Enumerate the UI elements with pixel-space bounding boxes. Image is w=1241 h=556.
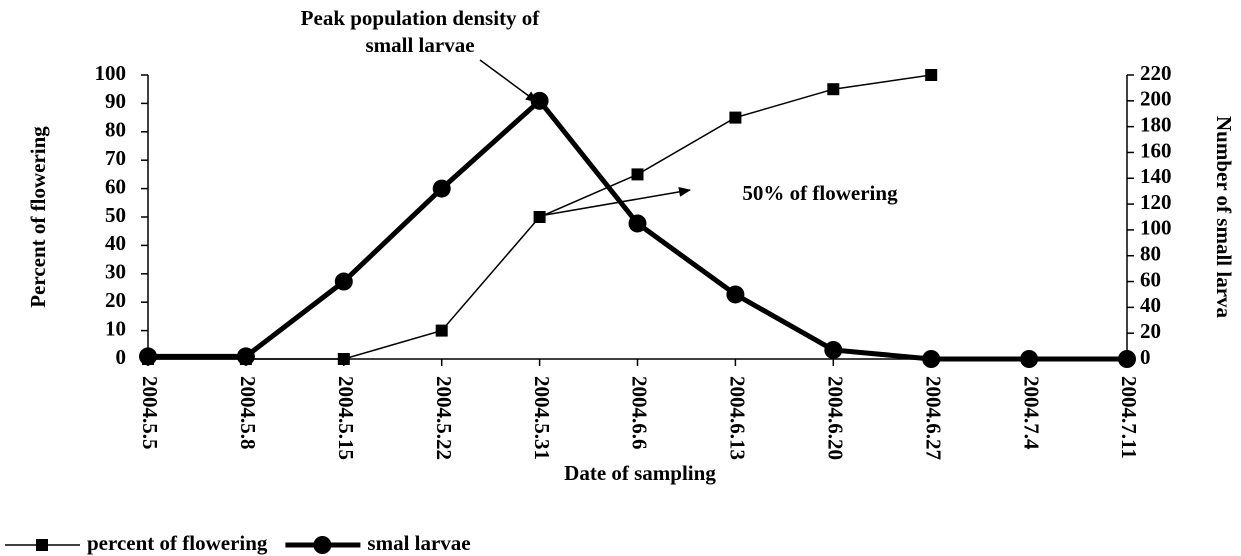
x-tick-label: 2004.5.22 xyxy=(432,376,456,460)
y2-tick-label: 140 xyxy=(1140,164,1172,188)
annotation-arrow xyxy=(544,186,691,216)
point xyxy=(334,272,353,291)
y2-tick-label: 220 xyxy=(1140,61,1172,85)
y2-tick-label: 20 xyxy=(1140,319,1161,343)
y2-tick-label: 80 xyxy=(1140,242,1161,266)
y2-tick-label: 180 xyxy=(1140,112,1172,136)
point xyxy=(435,324,448,337)
y2-tick-label: 200 xyxy=(1140,87,1172,111)
y2-tick-label: 40 xyxy=(1140,293,1161,317)
legend-label: percent of flowering xyxy=(87,531,268,555)
annotation: Peak population density of xyxy=(301,6,541,30)
x-tick-label: 2004.6.6 xyxy=(628,376,652,450)
x-axis-title: Date of sampling xyxy=(564,461,716,485)
y-tick-label: 60 xyxy=(105,174,126,198)
x-tick-label: 2004.7.11 xyxy=(1117,376,1141,459)
y2-tick-label: 120 xyxy=(1140,190,1172,214)
y-tick-label: 90 xyxy=(105,89,126,113)
annotation: small larvae xyxy=(365,33,474,57)
point xyxy=(432,179,451,198)
legend-marker xyxy=(36,539,48,551)
legend-label: smal larvae xyxy=(367,531,470,555)
x-tick-label: 2004.6.27 xyxy=(921,376,945,460)
point xyxy=(922,350,941,368)
x-tick-label: 2004.5.8 xyxy=(236,376,260,450)
point xyxy=(337,353,350,365)
annotation-arrow xyxy=(479,59,538,103)
y-axis-title: Percent of flowering xyxy=(26,126,50,308)
point xyxy=(827,83,840,96)
point xyxy=(1118,350,1136,368)
y-tick-label: 50 xyxy=(105,203,126,227)
annotation: 50% of flowering xyxy=(742,181,898,205)
y-tick-label: 70 xyxy=(105,146,126,170)
y2-tick-label: 60 xyxy=(1140,267,1161,291)
y-tick-label: 20 xyxy=(105,288,126,312)
y2-axis-title: Number of small larva xyxy=(1212,116,1236,319)
x-tick-label: 2004.7.4 xyxy=(1019,376,1043,450)
x-tick-label: 2004.6.13 xyxy=(726,376,750,460)
point xyxy=(824,340,843,359)
point xyxy=(726,285,745,304)
point xyxy=(729,111,742,124)
x-tick-label: 2004.5.5 xyxy=(138,376,162,450)
x-tick-label: 2004.5.15 xyxy=(334,376,358,460)
y-tick-label: 80 xyxy=(105,118,126,142)
point xyxy=(530,91,549,110)
y2-tick-label: 160 xyxy=(1140,138,1172,162)
y2-tick-label: 0 xyxy=(1140,345,1151,369)
point xyxy=(139,347,157,366)
point xyxy=(925,69,938,81)
y2-tick-label: 100 xyxy=(1140,216,1172,240)
point xyxy=(533,211,546,223)
legend-marker xyxy=(313,536,332,554)
y-tick-label: 40 xyxy=(105,231,126,255)
x-tick-label: 2004.5.31 xyxy=(530,376,554,460)
y-tick-label: 30 xyxy=(105,260,126,284)
point xyxy=(236,347,255,366)
y-tick-label: 0 xyxy=(116,345,127,369)
x-tick-label: 2004.6.20 xyxy=(823,376,847,460)
y-tick-label: 10 xyxy=(105,316,126,340)
point xyxy=(1020,350,1039,368)
point xyxy=(628,214,647,233)
y-tick-label: 100 xyxy=(95,61,127,85)
point xyxy=(631,168,644,181)
